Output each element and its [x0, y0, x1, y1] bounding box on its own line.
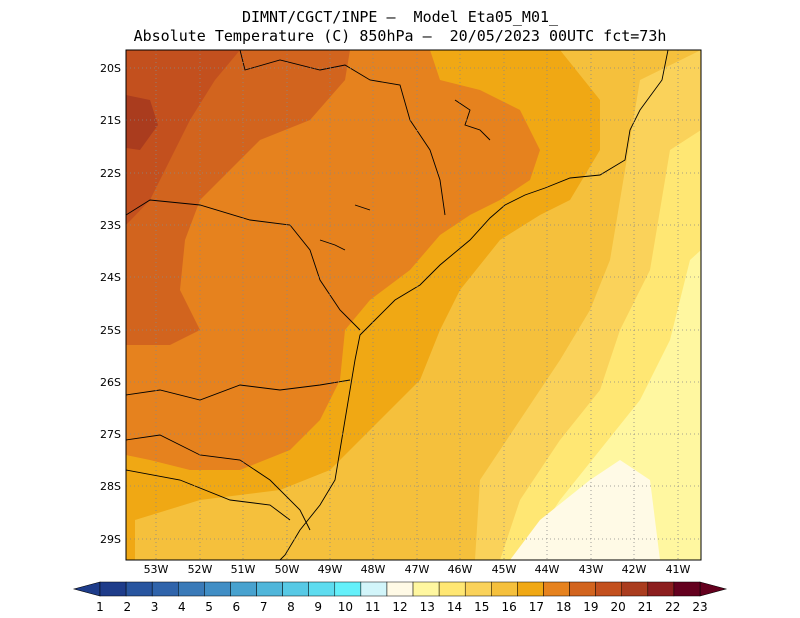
lat-label: 22S [100, 167, 121, 180]
lon-label: 50W [275, 563, 300, 576]
reservoir [454, 99, 491, 141]
lat-label: 29S [100, 533, 121, 546]
colorbar-label: 20 [611, 600, 626, 614]
colorbar-label: 4 [178, 600, 186, 614]
colorbar-label: 9 [314, 600, 322, 614]
colorbar-swatch [256, 581, 283, 597]
colorbar-label: 14 [447, 600, 462, 614]
colorbar-swatch [438, 581, 466, 597]
map-title-line1: DIMNT/CGCT/INPE – Model Eta05_M01_ [241, 8, 559, 26]
colorbar-swatch [464, 581, 492, 597]
colorbar-label: 18 [556, 600, 571, 614]
colorbar-swatch [125, 581, 153, 597]
temperature-band-20-21 [126, 95, 158, 150]
colorbar-overflow-arrow [699, 581, 728, 597]
lat-label: 20S [100, 62, 121, 75]
lon-label: 45W [492, 563, 517, 576]
state-border [239, 50, 446, 216]
lon-label: 41W [666, 563, 691, 576]
colorbar-swatch [621, 581, 649, 597]
colorbar-swatch [230, 581, 257, 597]
state-border [126, 434, 311, 531]
colorbar-swatch [308, 581, 336, 597]
colorbar-swatch [543, 581, 570, 597]
lat-label: 24S [100, 271, 121, 284]
colorbar-label: 1 [96, 600, 104, 614]
colorbar-swatch [595, 581, 622, 597]
temperature-band-12-13 [520, 250, 701, 560]
longitude-labels: 53W 52W 51W 50W 49W 48W 47W 46W 45W 44W … [144, 563, 691, 576]
state-border [126, 379, 351, 401]
colorbar-swatch [517, 581, 544, 597]
lat-label: 28S [100, 480, 121, 493]
lon-label: 52W [188, 563, 213, 576]
colorbar-label: 19 [583, 600, 598, 614]
lon-label: 51W [231, 563, 256, 576]
colorbar-label: 7 [260, 600, 268, 614]
colorbar-label: 3 [151, 600, 159, 614]
lon-label: 53W [144, 563, 169, 576]
colorbar-swatch [412, 581, 440, 597]
lat-label: 26S [100, 376, 121, 389]
lon-label: 48W [361, 563, 386, 576]
colorbar-swatch [647, 581, 675, 597]
lat-label: 25S [100, 324, 121, 337]
colorbar-label: 8 [287, 600, 295, 614]
latitude-labels: 20S 21S 22S 23S 24S 25S 26S 27S 28S 29S [100, 62, 121, 546]
colorbar-swatch [673, 581, 701, 597]
colorbar-swatch [99, 581, 127, 597]
colorbar-legend: 1 2 3 4 5 6 7 8 9 10 11 12 13 14 15 16 17 18 19 20 21 22 23 [72, 581, 728, 614]
colorbar-label: 6 [233, 600, 241, 614]
colorbar-label: 17 [529, 600, 544, 614]
lon-label: 44W [535, 563, 560, 576]
colorbar-swatch [178, 581, 205, 597]
colorbar-swatch [282, 581, 309, 597]
colorbar-label: 12 [392, 600, 407, 614]
reservoir [319, 239, 346, 251]
coastline [279, 50, 669, 560]
colorbar-swatch [151, 581, 179, 597]
reservoir [354, 204, 371, 211]
temperature-band-19-20 [126, 50, 240, 225]
colorbar-swatch [334, 581, 362, 597]
lon-label: 46W [448, 563, 473, 576]
temperature-field [126, 50, 701, 560]
colorbar-label: 15 [474, 600, 489, 614]
state-border [126, 469, 291, 521]
map-frame [125, 49, 702, 561]
colorbar-swatch [386, 581, 414, 597]
lat-label: 27S [100, 428, 121, 441]
colorbar-label: 21 [638, 600, 653, 614]
colorbar-label: 13 [420, 600, 435, 614]
lat-label: 23S [100, 219, 121, 232]
lat-lon-grid [126, 50, 701, 560]
colorbar-label: 23 [692, 600, 707, 614]
colorbar-swatch [204, 581, 231, 597]
lon-label: 43W [579, 563, 604, 576]
colorbar-underflow-arrow [72, 581, 101, 597]
colorbar-swatch [491, 581, 518, 597]
lat-label: 21S [100, 114, 121, 127]
lon-label: 47W [405, 563, 430, 576]
colorbar-label: 16 [501, 600, 516, 614]
colorbar-swatch [360, 581, 388, 597]
colorbar-label: 2 [123, 600, 131, 614]
lon-label: 42W [622, 563, 647, 576]
colorbar-label: 22 [665, 600, 680, 614]
temperature-band-11-12 [510, 460, 660, 560]
lon-label: 49W [318, 563, 343, 576]
map-title-line2: Absolute Temperature (C) 850hPa – 20/05/… [133, 27, 667, 45]
colorbar-label: 11 [365, 600, 380, 614]
colorbar-label: 5 [205, 600, 213, 614]
colorbar-label: 10 [338, 600, 353, 614]
colorbar-swatch [569, 581, 596, 597]
